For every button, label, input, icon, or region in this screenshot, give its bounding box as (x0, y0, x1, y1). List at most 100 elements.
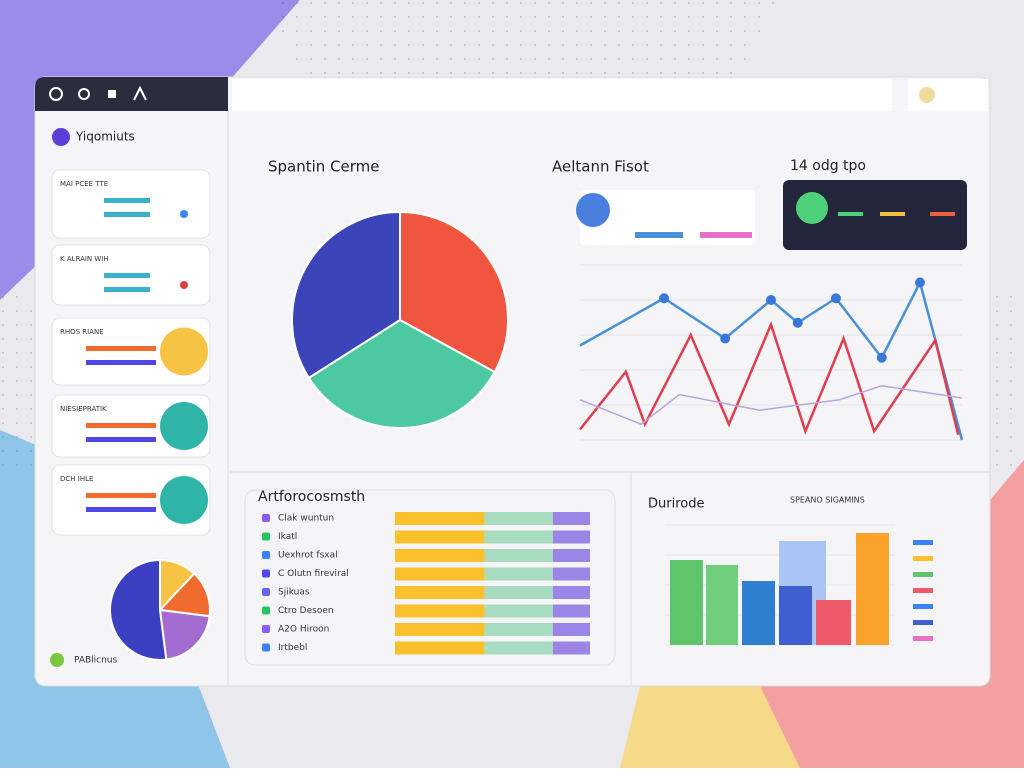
stacked-bar (552, 549, 590, 562)
list-card (244, 489, 616, 666)
bg-dots (270, 0, 780, 77)
card-dot (180, 281, 188, 289)
list-icon (262, 514, 270, 522)
card-bar (86, 346, 156, 351)
stacked-bar (552, 623, 590, 636)
dark-card-bar (880, 212, 905, 216)
line-point (876, 352, 887, 363)
stacked-bar (484, 549, 553, 562)
line-series (579, 320, 960, 436)
card-label: K ALRAIN WIH (60, 255, 109, 263)
line-point (766, 295, 776, 305)
dark-card-bar (930, 212, 955, 216)
stacked-bar (552, 604, 590, 618)
bar (856, 533, 889, 645)
stacked-bar (484, 604, 553, 618)
stacked-bar (552, 512, 590, 525)
stacked-bar (484, 567, 553, 581)
card-bar (86, 437, 156, 442)
line-point (659, 293, 670, 304)
legend-swatch (913, 540, 933, 545)
card-bar (86, 423, 156, 428)
bar (706, 565, 738, 645)
card-dot (180, 210, 188, 218)
list-icon (262, 625, 270, 633)
stacked-bar (552, 567, 590, 581)
card-label: MAI PCEE TTE (60, 180, 108, 188)
top-bar (35, 77, 228, 111)
list-label: Ctro Desoen (278, 606, 334, 616)
info-icon (576, 193, 610, 227)
pie-slice (307, 318, 496, 429)
icon[interactable] (78, 88, 90, 100)
card-label: RHOS RIANE (60, 328, 104, 336)
card-bar (86, 360, 156, 365)
panel-subtitle: SPEANO SIGAMINS (790, 496, 865, 505)
card-label: DCH IHLE (60, 475, 93, 483)
stacked-bar (395, 530, 485, 544)
legend-swatch (913, 636, 933, 641)
stacked-bar (484, 641, 553, 655)
list-label: C Olutn fireviral (278, 569, 349, 579)
search-icon[interactable] (49, 87, 63, 101)
line-point (720, 333, 731, 344)
list-icon (262, 588, 270, 596)
stacked-bar (484, 623, 553, 636)
stacked-bar (552, 641, 590, 655)
pie-slice (291, 210, 401, 380)
footer-icon (50, 653, 64, 667)
pie-slice (399, 210, 509, 374)
bg-dots (0, 290, 35, 470)
stacked-bar (484, 530, 553, 544)
stacked-bar (484, 586, 553, 599)
list-icon (262, 569, 270, 578)
bar (779, 586, 812, 645)
card-bar (104, 287, 150, 292)
card-bar (104, 273, 150, 278)
legend-swatch (913, 588, 933, 593)
sidebar-card[interactable] (51, 169, 211, 239)
card-label: NIESIEPRATIK (60, 405, 107, 413)
list-label: Ikatl (278, 532, 297, 542)
brand: Yiqomiuts (75, 130, 135, 144)
list-icon (262, 606, 270, 615)
card-bar (104, 212, 150, 217)
panel-title: Artforocosmsth (258, 489, 365, 505)
legend-swatch (913, 620, 933, 625)
legend-swatch (913, 572, 933, 577)
list-icon (262, 532, 270, 541)
card-gauge (160, 327, 208, 376)
bar (670, 560, 703, 645)
dark-card (783, 180, 967, 250)
list-label: A2O Hiroon (278, 625, 329, 635)
list-icon (262, 551, 270, 559)
line-series (579, 384, 963, 426)
bar (742, 581, 775, 645)
stacked-bar (395, 586, 485, 599)
stacked-bar (395, 604, 485, 618)
card-bar (86, 507, 156, 512)
logo (52, 128, 70, 146)
icon[interactable] (133, 85, 147, 101)
list-label: Sjikuas (278, 588, 310, 598)
list-label: Uexhrot fsxal (278, 551, 338, 561)
list-label: Clak wuntun (278, 514, 334, 524)
stacked-bar (395, 567, 485, 581)
info-card (580, 190, 755, 245)
stacked-bar (395, 641, 485, 655)
list-label: Irtbebl (278, 643, 307, 653)
dark-card-bar (838, 212, 863, 216)
list-icon (262, 643, 270, 652)
stacked-bar (484, 512, 553, 525)
panel-title: 14 odg tpo (790, 158, 866, 174)
avatar[interactable] (919, 87, 935, 103)
card-bar (104, 198, 150, 203)
icon[interactable] (108, 90, 116, 98)
line-point (792, 317, 803, 328)
stacked-bar (552, 530, 590, 544)
card-gauge (160, 476, 208, 524)
stacked-bar (552, 586, 590, 599)
card-gauge (160, 402, 208, 450)
address-bar[interactable] (232, 79, 892, 111)
